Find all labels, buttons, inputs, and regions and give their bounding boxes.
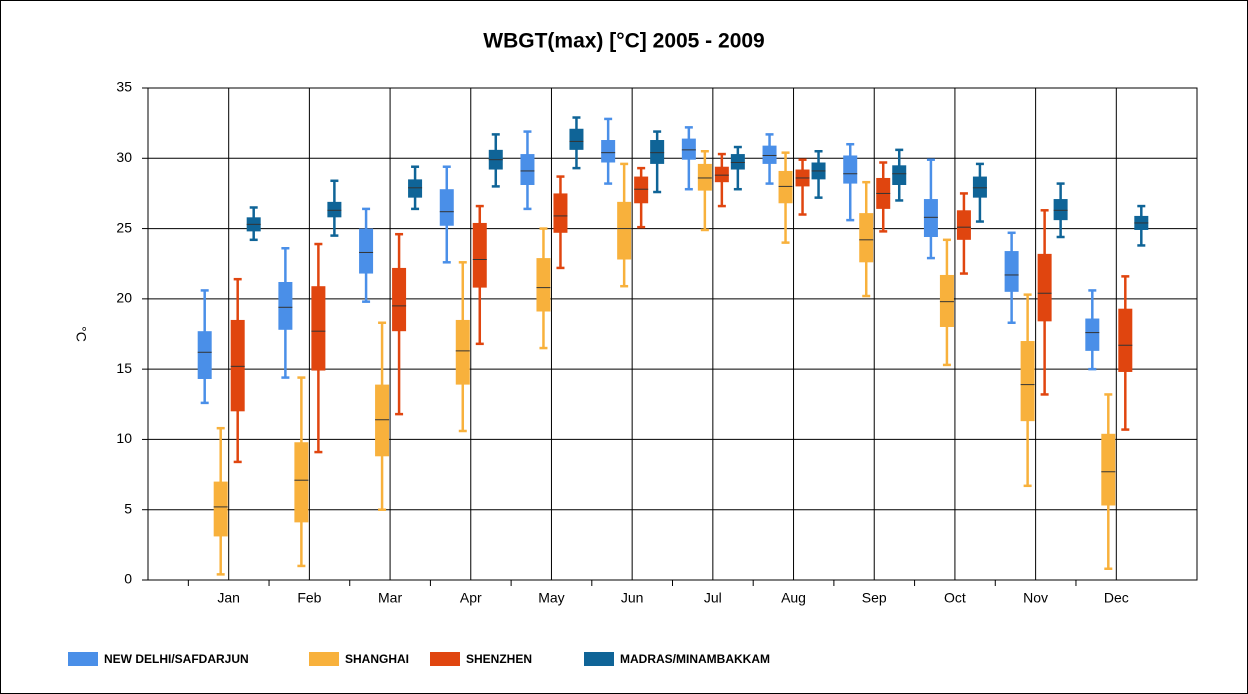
legend-swatch (430, 652, 460, 666)
legend-label: NEW DELHI/SAFDARJUN (104, 652, 249, 666)
box (294, 442, 309, 523)
legend-swatch (68, 652, 98, 666)
legend-label: SHANGHAI (345, 652, 409, 666)
box (311, 286, 326, 371)
box (892, 165, 907, 185)
y-tick-label: 15 (116, 360, 132, 376)
box (601, 140, 616, 163)
x-tick-label: Aug (781, 590, 806, 606)
box (843, 155, 858, 184)
x-tick-label: Mar (378, 590, 402, 606)
box (681, 138, 696, 160)
box (1020, 341, 1035, 422)
y-tick-label: 25 (116, 219, 132, 235)
box (439, 189, 454, 226)
x-tick-label: Dec (1104, 590, 1129, 606)
x-tick-label: Feb (297, 590, 321, 606)
box (230, 319, 245, 412)
box (650, 140, 665, 164)
x-tick-label: May (538, 590, 564, 606)
box (939, 274, 954, 327)
x-tick-label: Sep (862, 590, 887, 606)
box (278, 281, 293, 330)
legend-label: SHENZHEN (466, 652, 532, 666)
box (972, 176, 987, 198)
y-tick-label: 35 (116, 79, 132, 95)
box (923, 199, 938, 238)
box (536, 258, 551, 312)
box (1118, 308, 1133, 372)
box (472, 222, 487, 288)
x-tick-label: Nov (1023, 590, 1048, 606)
box (327, 201, 342, 218)
box (359, 228, 374, 274)
x-tick-label: Jun (621, 590, 644, 606)
box (956, 210, 971, 240)
legend-swatch (309, 652, 339, 666)
box (455, 319, 470, 385)
box (1101, 433, 1116, 506)
box (375, 384, 390, 457)
box (730, 154, 745, 170)
legend-label: MADRAS/MINAMBAKKAM (620, 652, 770, 666)
y-tick-label: 30 (116, 149, 132, 165)
y-tick-label: 0 (124, 571, 132, 587)
y-axis-label: °C (73, 326, 89, 342)
box (1004, 251, 1019, 292)
box (617, 201, 632, 260)
x-tick-label: Jul (704, 590, 722, 606)
box (714, 166, 729, 183)
box (408, 179, 423, 198)
y-tick-label: 10 (116, 430, 132, 446)
x-tick-label: Jan (217, 590, 240, 606)
box (569, 128, 584, 150)
box (762, 145, 777, 164)
x-tick-label: Oct (944, 590, 966, 606)
box (859, 213, 874, 263)
box (520, 154, 535, 185)
box (553, 193, 568, 233)
y-tick-label: 20 (116, 290, 132, 306)
box (197, 331, 212, 379)
box (1037, 253, 1052, 322)
box (634, 176, 649, 204)
box (392, 267, 407, 332)
x-tick-label: Apr (460, 590, 482, 606)
box (1053, 199, 1068, 221)
box (213, 481, 228, 537)
box (697, 163, 712, 191)
chart-title: WBGT(max) [°C] 2005 - 2009 (483, 30, 764, 53)
y-tick-label: 5 (124, 500, 132, 516)
legend-swatch (584, 652, 614, 666)
box (778, 170, 793, 204)
box (1085, 318, 1100, 351)
